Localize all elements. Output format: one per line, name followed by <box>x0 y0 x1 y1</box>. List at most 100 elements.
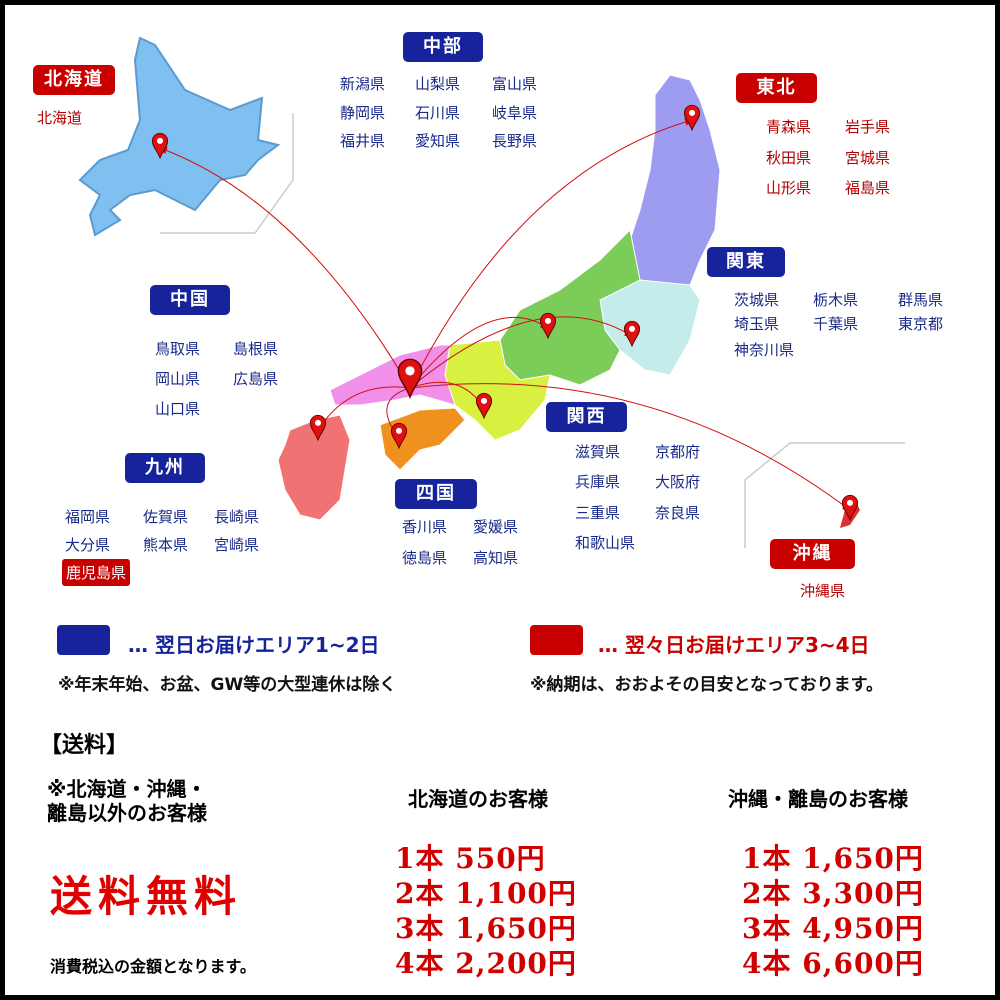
other-customers-line1: ※北海道・沖縄・ <box>47 777 207 801</box>
pref-kansai: 滋賀県 <box>575 443 621 461</box>
pref-chubu: 愛知県 <box>415 132 461 150</box>
pref-kyushu: 佐賀県 <box>143 508 189 526</box>
pref-kansai: 三重県 <box>575 504 621 522</box>
pref-shikoku: 愛媛県 <box>473 518 519 536</box>
pref-kyushu: 福岡県 <box>65 508 111 526</box>
hokkaido-header: 北海道のお客様 <box>408 787 548 811</box>
region-label-tohoku: 東北 <box>736 73 817 103</box>
tax-note: 消費税込の金額となります。 <box>50 957 256 976</box>
pref-kansai: 和歌山県 <box>575 534 636 552</box>
delivery-map-infographic: 北海道 北海道 中部 東北 関東 中国 九州 四国 関西 沖縄 沖縄県 新潟県山… <box>5 5 995 995</box>
region-label-kanto: 関東 <box>707 247 785 277</box>
pref-chubu: 山梨県 <box>415 75 461 93</box>
tohoku-region <box>629 74 721 291</box>
delivery-arc <box>409 383 851 511</box>
pref-kanto: 東京都 <box>898 315 944 333</box>
pref-chugoku: 広島県 <box>233 370 279 388</box>
note-holidays: ※年末年始、お盆、GW等の大型連休は除く <box>58 675 397 695</box>
price-hokkaido-3: 3本 1,650円 <box>395 912 577 945</box>
pref-kanto: 茨城県 <box>734 291 780 309</box>
legend-two-day: … 翌々日お届けエリア3~4日 <box>598 633 870 657</box>
chugoku-region <box>329 344 456 406</box>
delivery-arc <box>409 118 693 389</box>
pref-chubu: 新潟県 <box>340 75 386 93</box>
pref-tohoku: 福島県 <box>845 179 891 197</box>
pref-kansai: 兵庫県 <box>575 473 621 491</box>
price-hokkaido-4: 4本 2,200円 <box>395 947 577 980</box>
pref-kyushu: 宮崎県 <box>214 536 260 554</box>
delivery-arc <box>409 316 549 389</box>
region-label-chugoku: 中国 <box>150 285 230 315</box>
map-pin-icon <box>390 422 408 450</box>
pref-kansai: 大阪府 <box>655 473 701 491</box>
region-label-shikoku: 四国 <box>395 479 477 509</box>
price-hokkaido-1: 1本 550円 <box>395 842 546 875</box>
pref-tohoku: 宮城県 <box>845 149 891 167</box>
map-pin-icon <box>841 494 859 522</box>
pref-chubu: 長野県 <box>492 132 538 150</box>
hokkaido-region <box>78 36 281 237</box>
okinawa-inset-frame <box>744 442 905 548</box>
pref-okinawa: 沖縄県 <box>800 582 846 600</box>
pref-kanto: 埼玉県 <box>734 315 780 333</box>
pref-chugoku: 島根県 <box>233 340 279 358</box>
price-hokkaido-2: 2本 1,100円 <box>395 877 577 910</box>
pref-kanto: 千葉県 <box>813 315 859 333</box>
region-label-kansai: 関西 <box>546 402 627 432</box>
map-pin-icon <box>475 392 493 420</box>
pref-chugoku: 岡山県 <box>155 370 201 388</box>
other-customers-label: ※北海道・沖縄・ 離島以外のお客様 <box>47 777 207 825</box>
region-label-hokkaido: 北海道 <box>33 65 115 95</box>
legend-swatch-next-day <box>57 625 110 655</box>
pref-kansai: 奈良県 <box>655 504 701 522</box>
map-pin-icon <box>309 414 327 442</box>
pref-tohoku: 青森県 <box>766 118 812 136</box>
pref-kanto: 群馬県 <box>898 291 944 309</box>
other-customers-line2: 離島以外のお客様 <box>47 801 207 825</box>
pref-chubu: 福井県 <box>340 132 386 150</box>
pref-chubu: 静岡県 <box>340 104 386 122</box>
pref-shikoku: 香川県 <box>402 518 448 536</box>
kyushu-region <box>277 414 351 521</box>
pref-shikoku: 高知県 <box>473 549 519 567</box>
shipping-heading: 【送料】 <box>40 733 129 758</box>
delivery-arc <box>159 146 411 389</box>
pref-chubu: 石川県 <box>415 104 461 122</box>
map-pin-icon <box>623 320 641 348</box>
pref-tohoku: 山形県 <box>766 179 812 197</box>
pref-kanto: 栃木県 <box>813 291 859 309</box>
price-okinawa-2: 2本 3,300円 <box>742 877 924 910</box>
legend-next-day: … 翌日お届けエリア1~2日 <box>128 633 380 657</box>
pref-tohoku: 岩手県 <box>845 118 891 136</box>
pref-tohoku: 秋田県 <box>766 149 812 167</box>
region-label-kyushu: 九州 <box>125 453 205 483</box>
japan-map <box>78 36 905 548</box>
delivery-arc <box>409 316 633 389</box>
pref-chubu: 富山県 <box>492 75 538 93</box>
map-pin-icon <box>397 358 423 400</box>
okinawa-header: 沖縄・離島のお客様 <box>728 787 908 811</box>
region-label-chubu: 中部 <box>403 32 483 62</box>
pref-hokkaido: 北海道 <box>37 109 83 127</box>
price-okinawa-1: 1本 1,650円 <box>742 842 924 875</box>
pref-kyushu: 長崎県 <box>214 508 260 526</box>
pref-kyushu-highlight: 鹿児島県 <box>62 559 131 586</box>
shikoku-region <box>379 407 466 471</box>
map-pin-icon <box>151 132 169 160</box>
note-delivery-estimate: ※納期は、おおよその目安となっております。 <box>530 675 883 695</box>
legend-swatch-two-day <box>530 625 583 655</box>
pref-chubu: 岐阜県 <box>492 104 538 122</box>
pref-kanto: 神奈川県 <box>734 341 795 359</box>
price-okinawa-3: 3本 4,950円 <box>742 912 924 945</box>
region-label-okinawa: 沖縄 <box>770 539 855 569</box>
pref-kyushu: 大分県 <box>65 536 111 554</box>
map-pin-icon <box>539 312 557 340</box>
pref-kansai: 京都府 <box>655 443 701 461</box>
free-shipping: 送料無料 <box>50 872 243 921</box>
price-okinawa-4: 4本 6,600円 <box>742 947 924 980</box>
pref-chugoku: 鳥取県 <box>155 340 201 358</box>
map-pin-icon <box>683 104 701 132</box>
pref-chugoku: 山口県 <box>155 400 201 418</box>
pref-kyushu: 熊本県 <box>143 536 189 554</box>
pref-shikoku: 徳島県 <box>402 549 448 567</box>
